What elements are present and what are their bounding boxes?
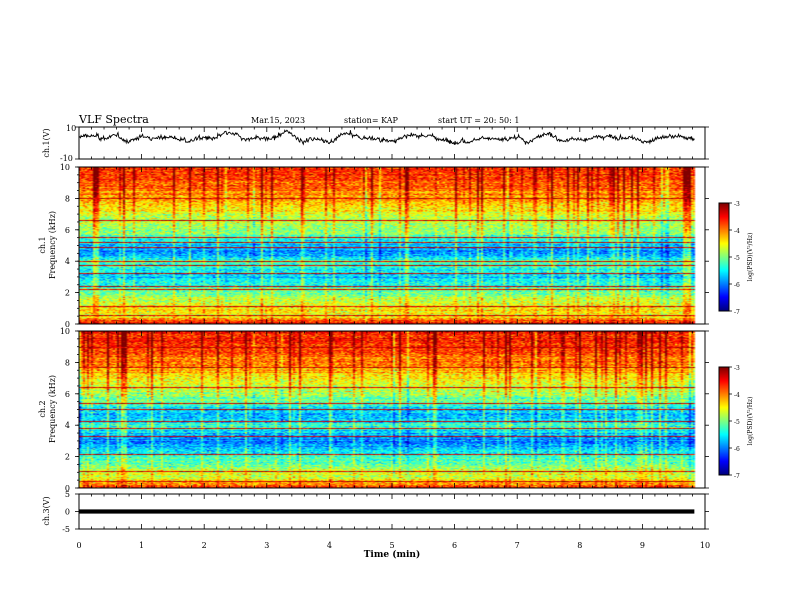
- ch1-freq-ytick-label: 4: [65, 257, 70, 266]
- ch1-freq-ytick-label: 10: [60, 163, 70, 172]
- ch1-colorbar-tick-label: -5: [734, 255, 740, 262]
- ch1-colorbar-ticks: -3 -4 -5 -6 -7: [729, 201, 740, 316]
- ch1-colorbar-tick-label: -7: [734, 309, 740, 316]
- ch1-freq-ylabel: Frequency (kHz): [48, 211, 57, 279]
- x-tick-label: 0: [76, 541, 81, 550]
- ch1-freq-ticks: 0 2 4 6 8 10: [60, 163, 709, 329]
- ch3-ticks: -5 0 5: [62, 490, 709, 534]
- ch2-freq-ticks: 0 2 4 6 8 10: [60, 327, 709, 493]
- ch2-colorbar-tick-label: -6: [734, 446, 740, 453]
- x-tick-label: 4: [327, 541, 332, 550]
- ch3-waveform-trace: [79, 509, 695, 514]
- ch2-spectrogram-image: [79, 331, 705, 488]
- ch3-ytick-label: 0: [65, 508, 70, 517]
- ch1-channel-label: ch.1: [38, 236, 47, 253]
- x-tick-label: 6: [452, 541, 457, 550]
- ch2-colorbar-tick-label: -7: [734, 473, 740, 480]
- ch1-colorbar-tick-label: -4: [734, 228, 740, 235]
- ch2-freq-ytick-label: 4: [65, 421, 70, 430]
- x-tick-label: 8: [577, 541, 582, 550]
- ch2-channel-label: ch.2: [38, 400, 47, 417]
- time-axis-label: Time (min): [364, 549, 421, 560]
- x-tick-label: 5: [389, 541, 394, 550]
- date-label: Mar.15, 2023: [251, 116, 305, 125]
- x-tick-label: 10: [700, 541, 710, 550]
- ch1-colorbar-label: log(PSD)(V²/Hz): [747, 233, 754, 282]
- ch1-waveform-trace: [78, 129, 695, 146]
- ch1-spectrogram-panel: 0 2 4 6 8 10 ch.1 Frequency (kHz): [38, 163, 709, 329]
- ch2-freq-ytick-label: 0: [65, 484, 70, 493]
- ch1-spectrogram-image: [79, 167, 705, 324]
- ch2-freq-ytick-label: 6: [65, 390, 70, 399]
- ch2-freq-ytick-label: 10: [60, 327, 70, 336]
- ch2-colorbar-label: log(PSD)(V²/Hz): [747, 397, 754, 446]
- ch1-ytick-bottom: -10: [60, 154, 73, 163]
- ch1-freq-ytick-label: 8: [65, 194, 70, 203]
- ch2-freq-ytick-label: 8: [65, 358, 70, 367]
- x-tick-label: 2: [202, 541, 207, 550]
- ch2-colorbar: -3 -4 -5 -6 -7 log(PSD)(V²/Hz): [718, 365, 754, 480]
- ch1-colorbar-tick-label: -3: [734, 201, 740, 208]
- ch3-ytick-label: -5: [62, 525, 70, 534]
- ch3-waveform-panel: -5 0 5 ch.3(V): [42, 490, 709, 534]
- ch1-colorbar-image: [719, 203, 729, 311]
- ch1-freq-ytick-label: 0: [65, 320, 70, 329]
- ch1-ytick-top: 10: [66, 124, 76, 133]
- ch1-waveform-panel: 10 -10 ch.1(V): [42, 124, 709, 163]
- ch2-colorbar-image: [719, 367, 729, 475]
- ch2-freq-ylabel: Frequency (kHz): [48, 375, 57, 443]
- ch3-ylabel: ch.3(V): [42, 496, 51, 525]
- ch2-colorbar-tick-label: -4: [734, 392, 740, 399]
- time-axis: 0 1 2 3 4 5 6 7 8 9 10: [76, 127, 710, 550]
- ch2-colorbar-tick-label: -3: [734, 365, 740, 372]
- ch2-spectrogram-panel: 0 2 4 6 8 10 ch.2 Frequency (kHz): [38, 327, 709, 493]
- figure-title: VLF Spectra: [78, 113, 149, 126]
- ch1-freq-ytick-label: 2: [65, 289, 70, 298]
- ch3-ytick-label: 5: [65, 490, 70, 499]
- ch1-ylabel: ch.1(V): [42, 128, 51, 157]
- ch2-freq-ytick-label: 2: [65, 453, 70, 462]
- ch2-colorbar-ticks: -3 -4 -5 -6 -7: [729, 365, 740, 480]
- station-label: station= KAP: [344, 116, 399, 125]
- ch1-freq-ytick-label: 6: [65, 226, 70, 235]
- ch2-colorbar-tick-label: -5: [734, 419, 740, 426]
- x-tick-label: 7: [515, 541, 520, 550]
- ch1-colorbar: -3 -4 -5 -6 -7 log(PSD)(V²/Hz): [718, 201, 754, 316]
- x-tick-label: 1: [139, 541, 144, 550]
- ch1-colorbar-tick-label: -6: [734, 282, 740, 289]
- x-tick-label: 9: [640, 541, 645, 550]
- x-tick-label: 3: [264, 541, 269, 550]
- start-time-label: start UT = 20: 50: 1: [438, 116, 519, 125]
